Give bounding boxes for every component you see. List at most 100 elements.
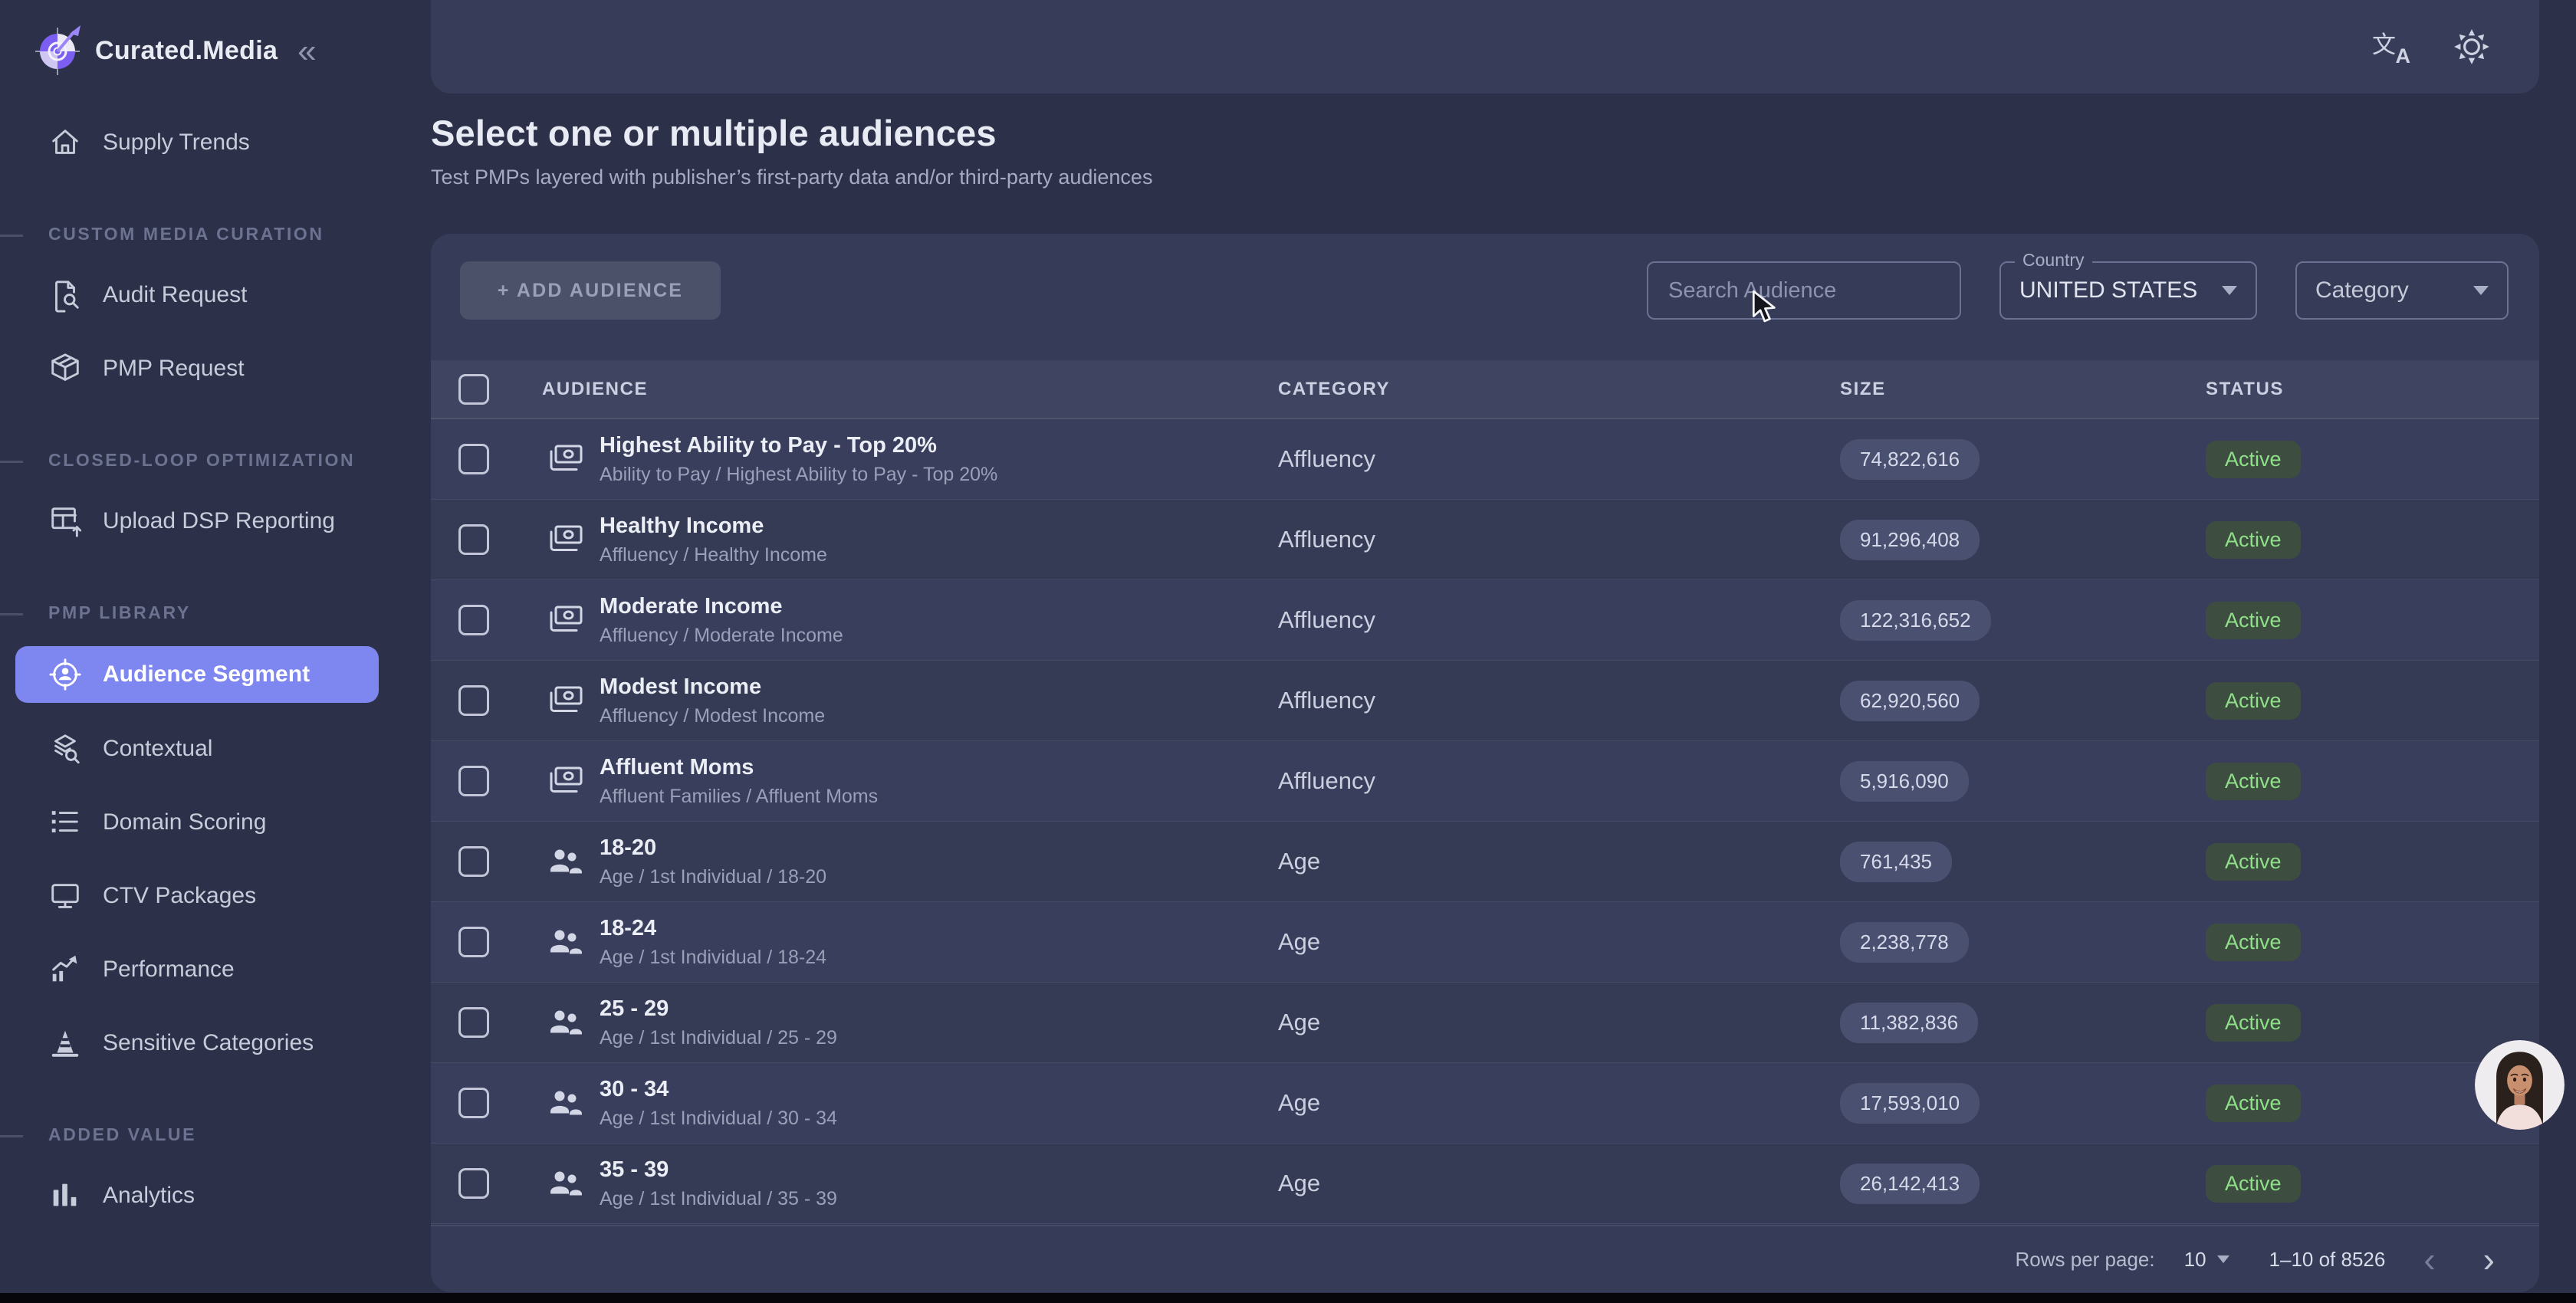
audience-path: Affluency / Modest Income [600,704,826,727]
window-bottom-edge [0,1293,2576,1303]
table-row[interactable]: 35 - 39 Age / 1st Individual / 35 - 39 A… [431,1144,2539,1224]
sidebar-item-label: Audit Request [103,282,248,307]
audiences-panel: + ADD AUDIENCE Country UNITED STATES Cat… [431,234,2539,1292]
table-body: Highest Ability to Pay - Top 20% Ability… [431,419,2539,1224]
table-row[interactable]: 18-24 Age / 1st Individual / 18-24 Age 2… [431,902,2539,983]
money-icon [544,521,586,558]
column-header-status: STATUS [2206,378,2285,399]
table-row[interactable]: 30 - 34 Age / 1st Individual / 30 - 34 A… [431,1063,2539,1144]
brand-name: Curated.Media [95,36,278,65]
sidebar-item-audit-request[interactable]: Audit Request [0,267,431,323]
audience-name: Moderate Income [600,593,783,619]
money-icon [544,682,586,719]
package-box-icon [47,350,84,387]
audience-path: Affluency / Healthy Income [600,543,827,566]
sidebar-item-ctv-packages[interactable]: CTV Packages [0,868,431,924]
size-badge: 122,316,652 [1840,599,1991,641]
page-title: Select one or multiple audiences [431,113,997,153]
audience-name: 18-20 [600,835,657,860]
people-icon [544,1165,586,1202]
bar-chart-icon [47,1177,84,1214]
sidebar-collapse-icon[interactable]: « [297,31,317,70]
rows-per-page-select[interactable]: 10 [2184,1248,2229,1272]
sidebar-nav: Supply Trends CUSTOM MEDIA CURATION Audi… [0,115,431,1223]
brand-row: Curated.Media « [0,0,431,80]
audience-path: Age / 1st Individual / 35 - 39 [600,1187,837,1209]
select-all-checkbox[interactable] [458,373,489,405]
table-row[interactable]: Modest Income Affluency / Modest Income … [431,661,2539,741]
audience-name: Affluent Moms [600,754,754,780]
contextual-tags-icon [47,730,84,767]
row-checkbox[interactable] [458,846,489,877]
row-checkbox[interactable] [458,605,489,635]
add-audience-button[interactable]: + ADD AUDIENCE [460,261,721,320]
audience-name: Modest Income [600,674,762,699]
size-badge: 2,238,778 [1840,921,1969,963]
audience-path: Ability to Pay / Highest Ability to Pay … [600,463,998,485]
row-checkbox[interactable] [458,1007,489,1038]
sidebar-item-upload-dsp-reporting[interactable]: Upload DSP Reporting [0,494,431,549]
audience-path: Age / 1st Individual / 18-20 [600,865,827,888]
filters: Country UNITED STATES Category [1647,250,2509,320]
row-checkbox[interactable] [458,524,489,555]
country-select-value: UNITED STATES [2019,277,2198,303]
page-header: Select one or multiple audiences Test PM… [431,112,1152,189]
row-checkbox[interactable] [458,1168,489,1199]
audience-path: Age / 1st Individual / 25 - 29 [600,1026,837,1049]
row-checkbox[interactable] [458,444,489,474]
audience-category: Affluency [1278,687,1375,714]
user-avatar[interactable] [2475,1040,2564,1130]
audience-category: Age [1278,1009,1321,1036]
sidebar-item-performance[interactable]: Performance [0,942,431,997]
sidebar-item-label: Sensitive Categories [103,1030,314,1055]
row-checkbox[interactable] [458,1088,489,1118]
brightness-icon[interactable] [2452,27,2492,67]
status-badge: Active [2206,1164,2301,1203]
table-row[interactable]: Moderate Income Affluency / Moderate Inc… [431,580,2539,661]
table-row[interactable]: 18-20 Age / 1st Individual / 18-20 Age 7… [431,822,2539,902]
search-audience-input[interactable] [1647,261,1961,320]
audience-target-icon [47,656,84,693]
page-subtitle: Test PMPs layered with publisher’s first… [431,166,1153,189]
sidebar-item-sensitive-categories[interactable]: Sensitive Categories [0,1016,431,1071]
table-row[interactable]: 25 - 29 Age / 1st Individual / 25 - 29 A… [431,983,2539,1063]
table-header-row: AUDIENCE CATEGORY SIZE STATUS [431,360,2539,419]
performance-chart-icon [47,951,84,988]
table-row[interactable]: Healthy Income Affluency / Healthy Incom… [431,500,2539,580]
sidebar-item-label: Supply Trends [103,130,250,155]
column-header-size: SIZE [1840,378,1886,399]
status-badge: Active [2206,762,2301,800]
audience-name: 35 - 39 [600,1157,669,1182]
sidebar-item-analytics[interactable]: Analytics [0,1168,431,1223]
country-select[interactable]: Country UNITED STATES [1999,250,2257,320]
sidebar-item-label: PMP Request [103,356,245,381]
rows-per-page-label: Rows per page: [2015,1247,2155,1271]
money-icon [544,441,586,478]
audience-name: 30 - 34 [600,1076,669,1101]
chevron-down-icon [2473,286,2489,295]
sidebar-item-contextual[interactable]: Contextual [0,721,431,776]
audience-category: Age [1278,1089,1321,1116]
sidebar-item-supply-trends[interactable]: Supply Trends [0,115,431,170]
status-badge: Active [2206,520,2301,559]
row-checkbox[interactable] [458,766,489,796]
sidebar-item-label: Performance [103,957,235,982]
sidebar: Curated.Media « Supply Trends CUSTOM MED… [0,0,431,1303]
status-badge: Active [2206,842,2301,881]
size-badge: 17,593,010 [1840,1082,1980,1124]
sidebar-item-pmp-request[interactable]: PMP Request [0,341,431,396]
table-row[interactable]: Affluent Moms Affluent Families / Afflue… [431,741,2539,822]
row-checkbox[interactable] [458,927,489,957]
table-row[interactable]: Highest Ability to Pay - Top 20% Ability… [431,419,2539,500]
status-badge: Active [2206,440,2301,478]
category-select[interactable]: Category [2295,261,2509,320]
sidebar-item-domain-scoring[interactable]: Domain Scoring [0,795,431,850]
previous-page-button[interactable]: ‹ [2414,1242,2444,1277]
chevron-down-icon [2216,1255,2229,1263]
sidebar-item-audience-segment[interactable]: Audience Segment [15,646,379,703]
row-checkbox[interactable] [458,685,489,716]
audit-document-icon [47,277,84,313]
next-page-button[interactable]: › [2474,1242,2504,1277]
warning-cone-icon [47,1025,84,1062]
